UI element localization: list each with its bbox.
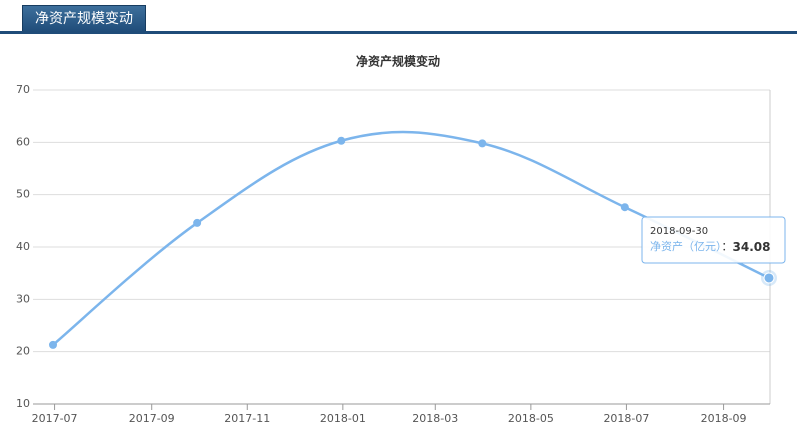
x-tick-label: 2018-01 <box>320 412 366 425</box>
tooltip-line: 净资产（亿元）：34.08 <box>650 239 770 254</box>
marker <box>49 340 57 349</box>
y-tick-label: 40 <box>16 240 30 253</box>
tooltip-date: 2018-09-30 <box>650 226 708 237</box>
y-tick-label: 30 <box>16 292 30 305</box>
x-tick-label: 2018-03 <box>412 412 458 425</box>
tooltip-box <box>641 216 786 264</box>
x-tick-label: 2017-07 <box>32 412 78 425</box>
marker <box>193 218 202 227</box>
tooltip: 2018-09-30 净资产（亿元）：34.08 <box>641 216 786 264</box>
tooltip-separator: ： <box>722 240 733 253</box>
x-tick-label: 2018-09 <box>701 412 747 425</box>
y-tick-label: 10 <box>16 397 30 410</box>
tab-bar <box>0 31 797 34</box>
tab[interactable]: 净资产规模变动 <box>22 5 146 32</box>
marker <box>620 203 629 212</box>
y-tick-label: 50 <box>16 188 30 201</box>
y-tick-label: 60 <box>16 135 30 148</box>
x-tick-label: 2018-07 <box>603 412 649 425</box>
x-tick-label: 2018-05 <box>508 412 554 425</box>
y-tick-label: 70 <box>16 83 30 96</box>
x-tick-label: 2017-09 <box>129 412 175 425</box>
y-tick-label: 20 <box>16 345 30 358</box>
tooltip-value: 34.08 <box>733 240 771 254</box>
line <box>52 130 770 346</box>
marker <box>337 136 346 145</box>
marker <box>478 139 487 148</box>
chart-title: 净资产规模变动 <box>356 54 440 69</box>
marker <box>763 272 775 284</box>
tooltip-series: 净资产（亿元） <box>650 239 722 253</box>
x-tick-label: 2017-11 <box>224 412 270 425</box>
